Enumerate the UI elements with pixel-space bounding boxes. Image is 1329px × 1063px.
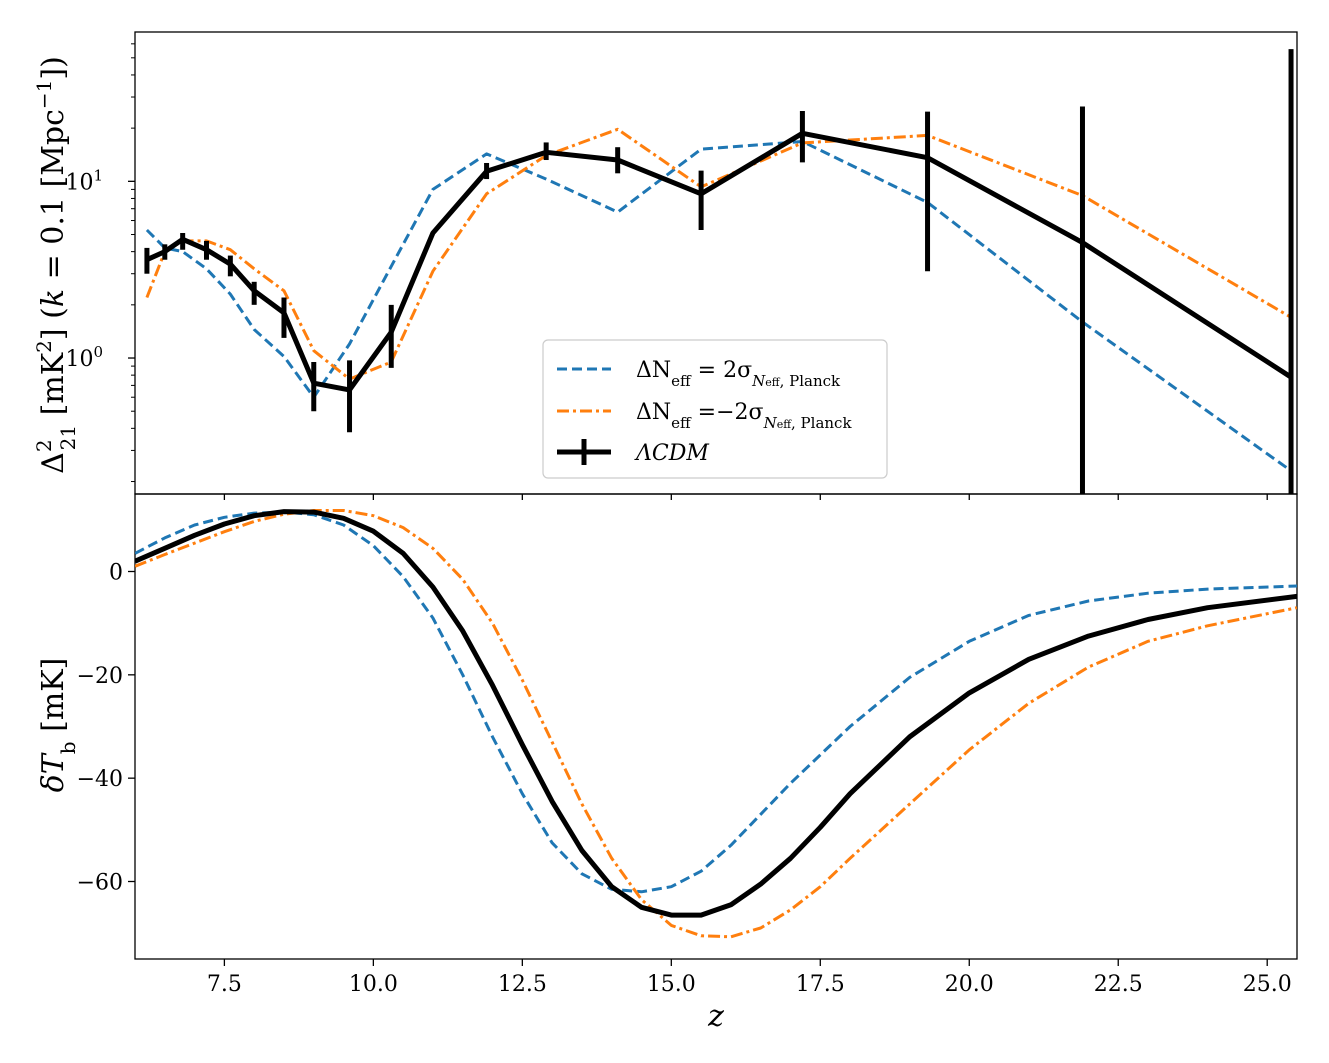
legend-label-dneff-plus: ΔNeff = 2σNeff, Planck bbox=[636, 358, 841, 390]
bottom-xtick-label-2: 12.5 bbox=[498, 972, 547, 997]
legend-label-lcdm: ΛCDM bbox=[634, 441, 709, 466]
bottom-xtick-label-0: 7.5 bbox=[207, 972, 242, 997]
bottom-series-line-dNeff_plus bbox=[135, 510, 1297, 894]
bottom-xtick-label-4: 17.5 bbox=[796, 972, 845, 997]
bottom-xtick-label-7: 25.0 bbox=[1243, 972, 1292, 997]
bottom-xtick-label-6: 22.5 bbox=[1094, 972, 1143, 997]
top-ytick-label-1: 101 bbox=[65, 166, 103, 195]
bottom-xtick-label-5: 20.0 bbox=[945, 972, 994, 997]
top-panel-plot-area bbox=[144, 49, 1294, 494]
legend-box bbox=[542, 339, 888, 479]
bottom-ytick-label-0: 0 bbox=[109, 561, 123, 586]
bottom-xtick-label-3: 15.0 bbox=[647, 972, 696, 997]
bottom-series-line-dNeff_minus bbox=[135, 509, 1297, 939]
bottom-ytick-label-3: −60 bbox=[77, 871, 123, 896]
top-ytick-label-0: 100 bbox=[65, 343, 103, 372]
top-panel-ticks: 100 101 bbox=[65, 43, 1268, 500]
legend: ΔNeff = 2σNeff, Planck ΔNeff =−2σNeff, P… bbox=[542, 339, 888, 479]
bottom-series-line-lcdm bbox=[135, 509, 1297, 918]
bottom-ytick-label-1: −20 bbox=[77, 664, 123, 689]
top-ylabel: Δ221 [mK2] (k = 0.1 [Mpc−1]) bbox=[32, 56, 80, 474]
xlabel: z bbox=[707, 999, 724, 1034]
bottom-panel-ticks: 0 −20 −40 −60 7.5 10.0 12.5 15.0 17.5 20.0 22.5 25.… bbox=[77, 561, 1292, 998]
bottom-panel-plot-area bbox=[135, 509, 1297, 939]
bottom-ytick-label-2: −40 bbox=[77, 767, 123, 792]
legend-label-dneff-minus: ΔNeff =−2σNeff, Planck bbox=[636, 400, 852, 432]
bottom-ylabel: δTb [mK] bbox=[36, 658, 80, 793]
bottom-xtick-label-1: 10.0 bbox=[349, 972, 398, 997]
bottom-panel-frame bbox=[134, 493, 1298, 960]
